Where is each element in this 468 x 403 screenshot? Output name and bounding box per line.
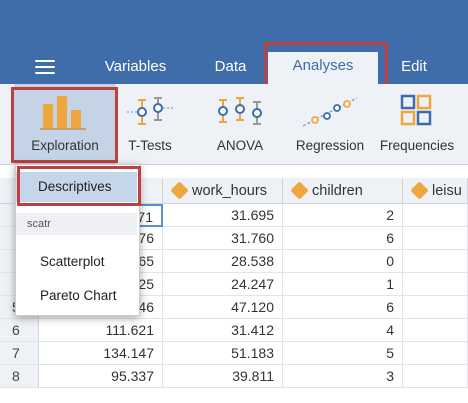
table-cell[interactable] — [403, 319, 468, 342]
table-cell[interactable]: 6 — [283, 296, 403, 319]
anova-label: ANOVA — [216, 138, 264, 153]
ttests-button[interactable]: T-Tests — [118, 84, 182, 164]
table-cell[interactable]: 95.337 — [39, 365, 163, 388]
column-header[interactable]: work_hours — [163, 178, 283, 204]
anova-icon — [213, 94, 267, 135]
table-cell[interactable]: 3 — [283, 365, 403, 388]
row-number[interactable]: 6 — [0, 319, 39, 342]
exploration-button[interactable]: Exploration — [14, 84, 116, 164]
menu-section-scatr: scatr — [16, 213, 137, 235]
table-cell[interactable]: 0 — [283, 250, 403, 273]
row-number[interactable]: 7 — [0, 342, 39, 365]
table-cell[interactable] — [403, 296, 468, 319]
table-cell[interactable] — [403, 227, 468, 250]
table-cell[interactable]: 134.147 — [39, 342, 163, 365]
app-header: Variables Data Analyses Edit — [0, 0, 468, 84]
table-cell[interactable]: 47.120 — [163, 296, 283, 319]
table-cell[interactable]: 5 — [283, 342, 403, 365]
column-header[interactable]: children — [283, 178, 403, 204]
table-cell[interactable]: 2 — [283, 204, 403, 227]
table-cell[interactable] — [403, 273, 468, 296]
table-cell[interactable]: 111.621 — [39, 319, 163, 342]
tab-variables[interactable]: Variables — [104, 58, 167, 75]
menu-item-pareto-chart[interactable]: Pareto Chart — [40, 288, 117, 303]
table-cell[interactable]: 51.183 — [163, 342, 283, 365]
frequencies-button[interactable]: Frequencies — [374, 84, 460, 164]
menu-item-scatterplot[interactable]: Scatterplot — [40, 254, 105, 269]
regression-label: Regression — [295, 138, 365, 153]
frequencies-label: Frequencies — [379, 138, 455, 153]
table-cell[interactable] — [403, 365, 468, 388]
table-cell[interactable] — [403, 204, 468, 227]
continuous-variable-icon — [170, 181, 189, 200]
table-cell[interactable]: 1 — [283, 273, 403, 296]
table-cell[interactable]: 24.247 — [163, 273, 283, 296]
regression-icon — [301, 94, 359, 135]
table-cell[interactable]: 31.695 — [163, 204, 283, 227]
tab-data[interactable]: Data — [214, 58, 247, 75]
frequencies-icon — [400, 94, 434, 133]
table-cell[interactable]: 6 — [283, 227, 403, 250]
exploration-dropdown-menu: Descriptives scatr Scatterplot Pareto Ch… — [15, 164, 140, 316]
continuous-variable-icon — [410, 181, 429, 200]
table-cell[interactable] — [403, 250, 468, 273]
ttests-label: T-Tests — [128, 138, 172, 153]
continuous-variable-icon — [290, 181, 309, 200]
table-cell[interactable]: 28.538 — [163, 250, 283, 273]
column-header[interactable]: leisu — [403, 178, 468, 204]
menu-icon[interactable] — [35, 60, 55, 74]
table-cell[interactable]: 31.760 — [163, 227, 283, 250]
regression-button[interactable]: Regression — [288, 84, 372, 164]
column-header-label: children — [312, 183, 363, 199]
column-header-label: work_hours — [192, 183, 267, 199]
column-header-label: leisu — [432, 183, 462, 199]
exploration-label: Exploration — [31, 138, 99, 153]
tab-analyses[interactable]: Analyses — [268, 52, 378, 84]
anova-button[interactable]: ANOVA — [200, 84, 280, 164]
ttests-icon — [125, 94, 175, 135]
row-number[interactable]: 8 — [0, 365, 39, 388]
table-cell[interactable]: 31.412 — [163, 319, 283, 342]
analyses-ribbon: Exploration T-Tests — [0, 84, 468, 165]
table-cell[interactable]: 4 — [283, 319, 403, 342]
tab-edit[interactable]: Edit — [401, 58, 427, 75]
table-cell[interactable]: 39.811 — [163, 365, 283, 388]
menu-item-descriptives[interactable]: Descriptives — [16, 172, 137, 202]
exploration-bars-icon — [40, 94, 90, 135]
table-cell[interactable] — [403, 342, 468, 365]
